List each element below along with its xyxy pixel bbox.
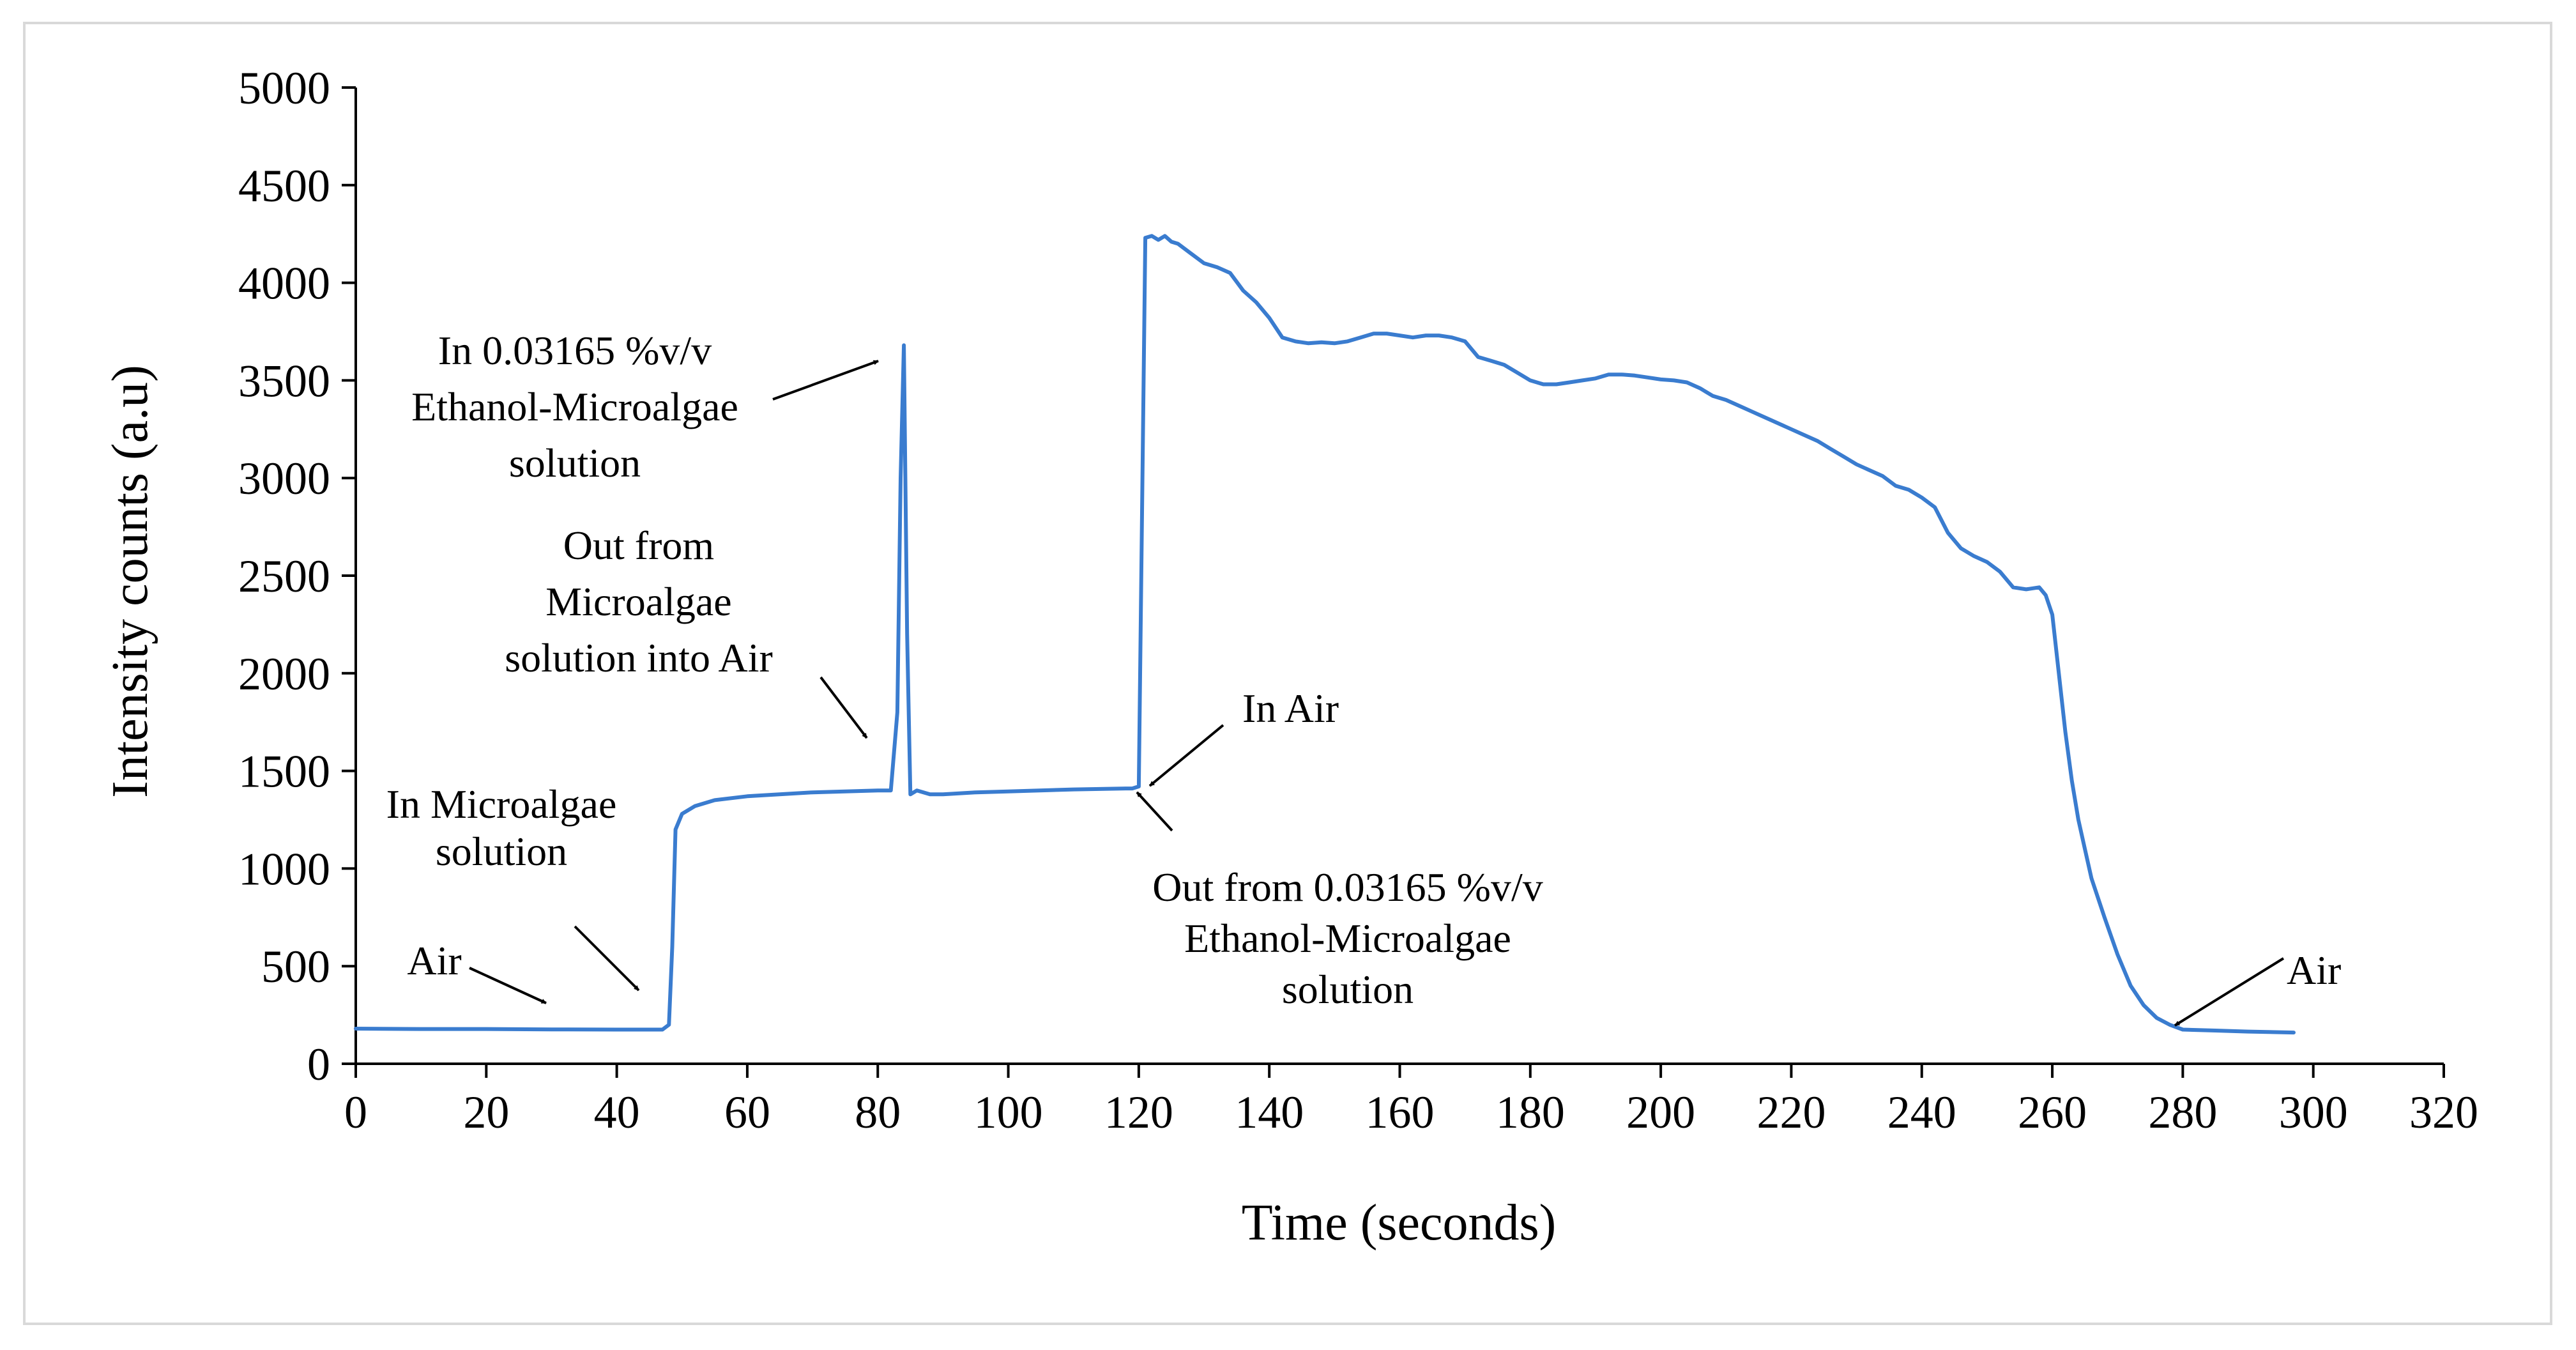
annotation-arrow [469,967,547,1004]
annotation-text-line: solution into Air [505,635,773,680]
annotation-text-line: solution [509,440,641,486]
annotation-text-line: Out from [563,523,714,568]
x-tick-label: 280 [2148,1087,2217,1138]
x-tick-label: 0 [344,1087,367,1138]
y-tick-label: 4500 [238,160,330,211]
annotation-in-air: In Air [1148,686,1339,787]
annotation-out-ethanol: Out from 0.03165 %v/v Ethanol-Microalgae s… [1136,791,1543,1012]
annotation-arrow [772,360,879,401]
y-tick-label: 500 [261,941,330,992]
y-tick-label: 5000 [238,63,330,114]
annotation-text-line: Ethanol-Microalgae [1184,916,1511,961]
x-tick-label: 180 [1496,1087,1565,1138]
annotation-text-line: In 0.03165 %v/v [438,328,712,373]
annotation-air-end: Air [2174,947,2341,1027]
x-tick-label: 140 [1235,1087,1304,1138]
y-tick-label: 0 [307,1039,330,1090]
x-tick-label: 20 [463,1087,509,1138]
annotation-arrow [1136,791,1173,832]
x-tick-label: 100 [974,1087,1043,1138]
y-tick-label: 3500 [238,355,330,406]
x-tick-label: 200 [1626,1087,1695,1138]
annotation-text-line: In Microalgae [386,781,617,827]
x-tick-label: 40 [594,1087,640,1138]
annotation-arrow [574,925,640,992]
x-axis-title: Time (seconds) [1242,1195,1557,1251]
y-tick-label: 3000 [238,453,330,504]
annotation-text-line: Air [407,938,461,983]
x-tick-label: 120 [1104,1087,1173,1138]
x-tick-label: 80 [855,1087,901,1138]
annotation-text-line: solution [1282,967,1414,1012]
y-axis-title: Intensity counts (a.u) [102,365,158,798]
x-tick-label: 160 [1366,1087,1435,1138]
x-tick-label: 240 [1887,1087,1956,1138]
annotation-text-line: solution [436,829,567,874]
x-tick-label: 220 [1757,1087,1825,1138]
annotation-out-microalgae: Out from Microalgae solution into Air [505,523,868,739]
y-tick-label: 1500 [238,746,330,797]
chart-frame [23,22,2552,1325]
annotation-arrow [1148,724,1224,787]
annotation-text-line: In Air [1242,686,1339,731]
y-tick-label: 1000 [238,843,330,894]
annotation-text-line: Microalgae [545,579,731,624]
annotation-text-line: Air [2287,947,2341,993]
x-tick-label: 260 [2018,1087,2087,1138]
axes: 0 20 40 60 80 100 120 140 160 180 200 220 240 260 280 3… [238,63,2478,1138]
intensity-series-line [354,234,2296,1035]
annotation-arrow [2174,957,2285,1027]
y-tick-label: 2000 [238,648,330,700]
y-axis-ticks: 0 500 1000 1500 2000 2500 3000 3500 4000 4500 5000 [238,63,356,1090]
annotation-text-line: Out from 0.03165 %v/v [1152,864,1543,910]
y-tick-label: 4000 [238,258,330,309]
annotation-air-start: Air [407,938,547,1004]
x-tick-label: 320 [2409,1087,2478,1138]
annotation-in-ethanol: In 0.03165 %v/v Ethanol-Microalgae solutio… [411,328,879,486]
annotation-text-line: Ethanol-Microalgae [411,384,738,429]
x-tick-label: 300 [2279,1087,2348,1138]
x-axis-ticks: 0 20 40 60 80 100 120 140 160 180 200 220 240 260 280 3… [344,1064,2478,1138]
y-tick-label: 2500 [238,551,330,602]
annotation-arrow [819,676,868,739]
x-tick-label: 60 [724,1087,770,1138]
